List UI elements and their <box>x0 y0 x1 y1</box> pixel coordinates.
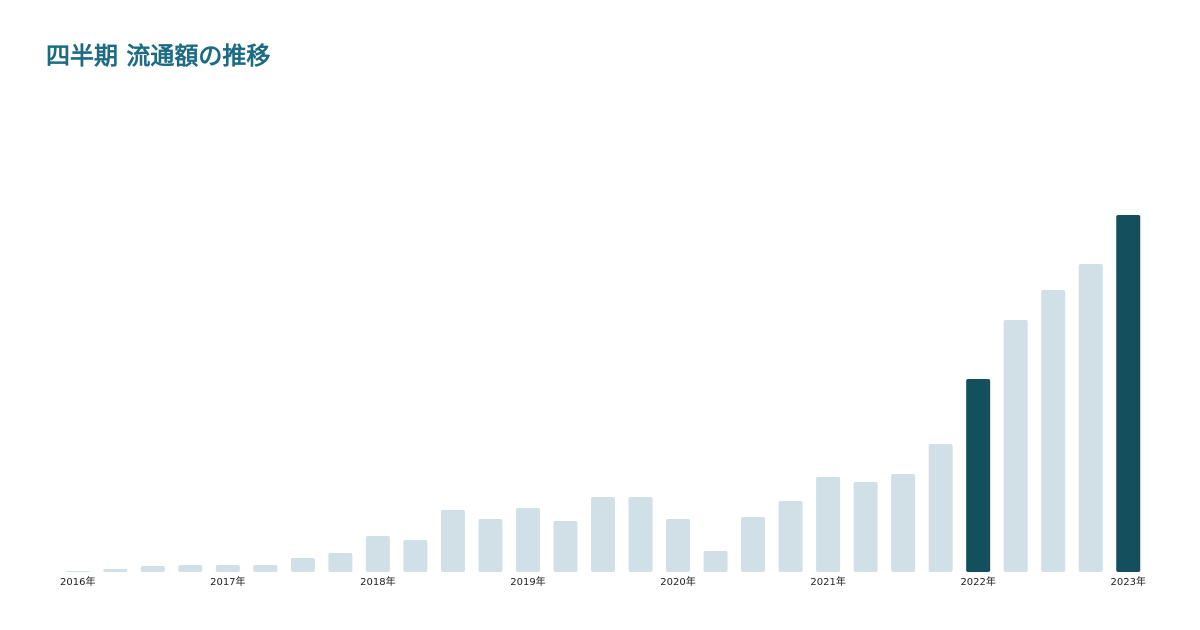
bar <box>1003 320 1028 572</box>
bar <box>816 477 841 572</box>
bar <box>778 501 803 572</box>
bar <box>591 497 615 572</box>
bar <box>290 558 315 572</box>
bar <box>703 551 728 572</box>
bar <box>103 569 128 572</box>
bar <box>966 379 991 572</box>
bar <box>440 510 465 572</box>
bar <box>328 553 353 572</box>
x-tick-label: 2023年 <box>1111 575 1146 588</box>
bar <box>553 521 578 572</box>
x-tick-label: 2018年 <box>360 575 395 588</box>
bar <box>1116 215 1141 572</box>
bar <box>65 571 90 572</box>
bar <box>178 565 203 572</box>
bar <box>515 508 540 572</box>
bar <box>403 540 428 572</box>
x-tick-label: 2017年 <box>210 575 245 588</box>
x-tick-label: 2021年 <box>810 575 845 588</box>
bar <box>365 536 390 572</box>
chart-title: 四半期 流通額の推移 <box>46 42 270 70</box>
x-tick-label: 2016年 <box>60 575 95 588</box>
bar <box>741 517 766 572</box>
bar <box>666 519 691 572</box>
bar <box>628 497 653 572</box>
bar <box>478 519 503 572</box>
bar <box>1041 290 1066 572</box>
bar <box>1078 264 1103 572</box>
x-tick-label: 2020年 <box>660 575 695 588</box>
bar <box>891 474 916 572</box>
x-tick-label: 2019年 <box>510 575 545 588</box>
x-tick-label: 2022年 <box>960 575 995 588</box>
bar <box>140 566 165 572</box>
bar <box>928 444 953 572</box>
bar <box>215 565 240 572</box>
bar <box>253 565 278 572</box>
bar <box>853 482 878 572</box>
